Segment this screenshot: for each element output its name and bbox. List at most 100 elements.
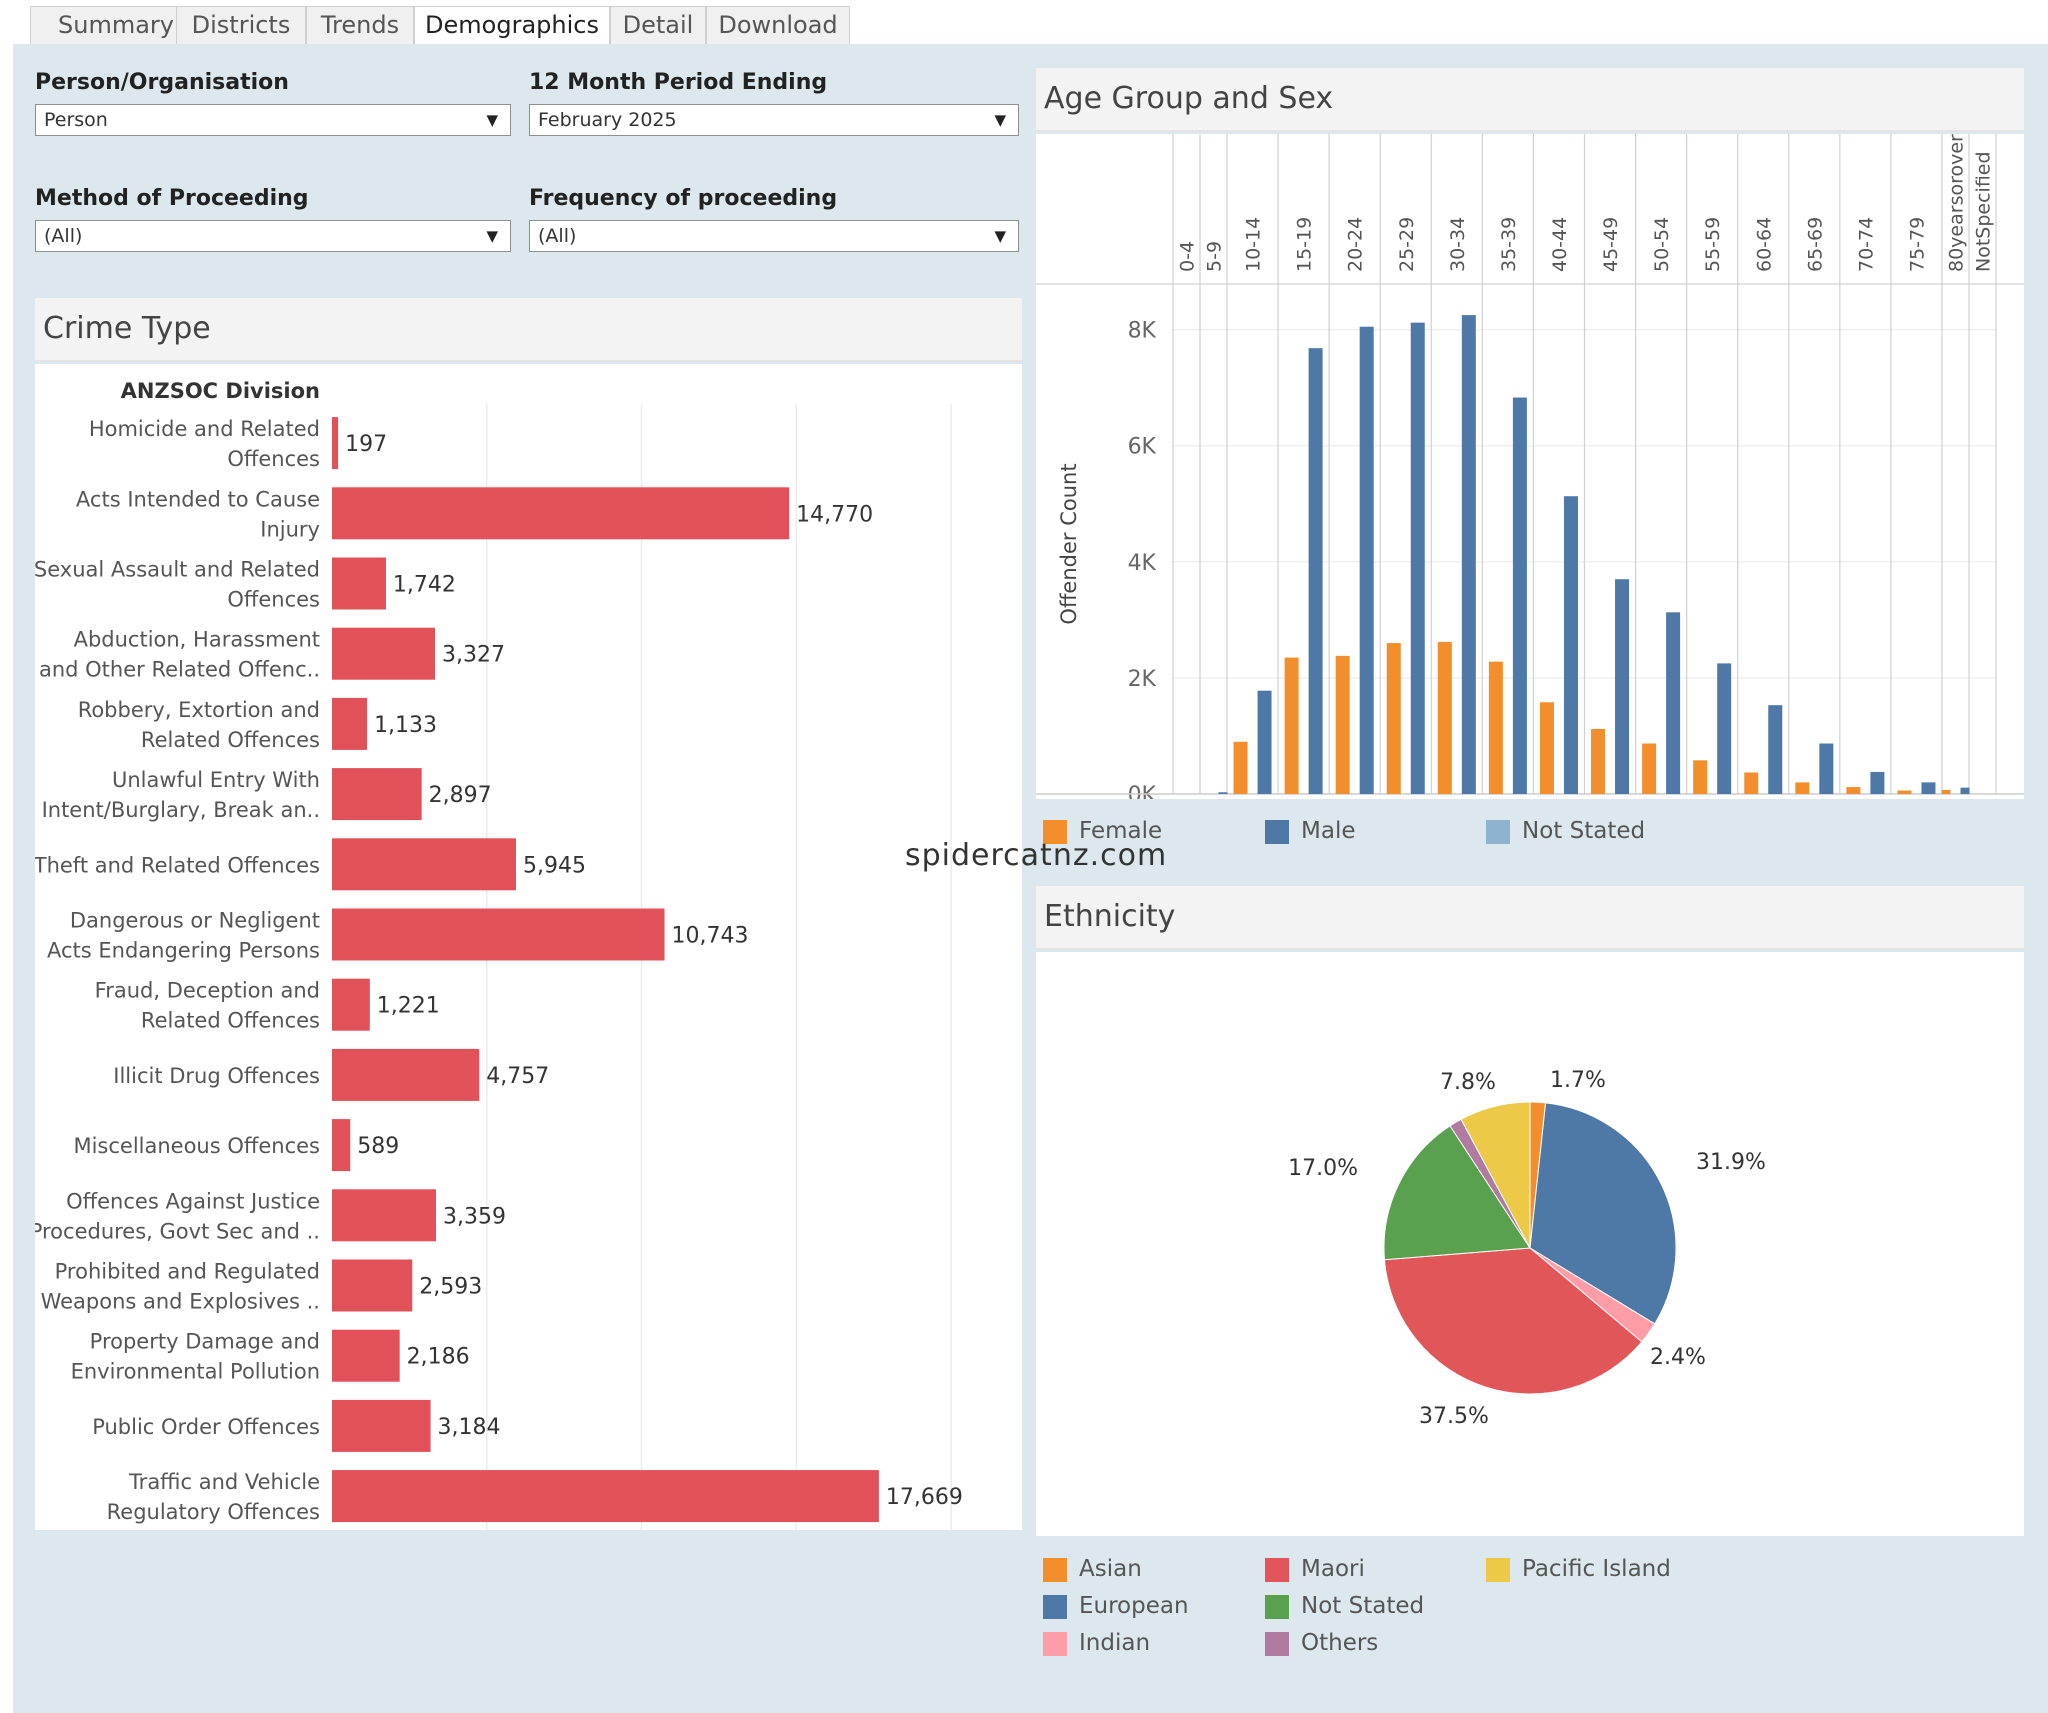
age-group-title: Age Group and Sex	[1036, 68, 2024, 132]
data-label: 1,221	[377, 994, 440, 1019]
data-label: 14,770	[796, 502, 873, 527]
data-label: 589	[357, 1134, 399, 1159]
y-tick-label: 8K	[1128, 319, 1157, 344]
legend-swatch	[1043, 820, 1067, 844]
age-category-label: 40-44	[1549, 217, 1571, 272]
category-label-line: Sexual Assault and Related	[35, 558, 320, 582]
bar-male	[1308, 348, 1323, 794]
tab-detail[interactable]: Detail	[610, 6, 706, 44]
data-label: 4,757	[486, 1064, 549, 1089]
person-org-value: Person	[44, 109, 108, 131]
category-label-line: Abduction, Harassment	[74, 628, 320, 652]
category-label-line: Dangerous or Negligent	[70, 909, 320, 933]
crime-type-chart: ANZSOC Division 197 Homicide and Related Of…	[30, 379, 963, 1530]
data-label: 3,327	[442, 643, 505, 668]
bar-male	[1410, 322, 1425, 794]
pie-slice	[1383, 1247, 1643, 1395]
category-label-line: and Other Related Offenc..	[39, 658, 320, 682]
category-label-line: Intent/Burglary, Break an..	[42, 798, 320, 822]
age-category-label: 70-74	[1855, 217, 1877, 272]
bar-female	[1284, 657, 1299, 794]
period-select[interactable]: February 2025 ▼	[529, 104, 1019, 136]
chevron-down-icon: ▼	[994, 111, 1006, 129]
method-select[interactable]: (All) ▼	[35, 220, 511, 252]
method-label: Method of Proceeding	[35, 186, 309, 211]
age-group-chart: 0K 2K 4K 6K 8K 0-4 5-9 10-14 15-19 20-24 25-29 30-3…	[1036, 134, 2024, 808]
bar	[332, 1329, 400, 1382]
category-label: Abduction, Harassment and Other Related O…	[39, 628, 320, 682]
method-value: (All)	[44, 225, 83, 247]
legend-label: Others	[1301, 1630, 1379, 1656]
bar	[332, 1470, 879, 1523]
person-org-select[interactable]: Person ▼	[35, 104, 511, 136]
tab-download[interactable]: Download	[706, 6, 850, 44]
age-category-label: 30-34	[1447, 217, 1469, 272]
tab-districts[interactable]: Districts	[176, 6, 306, 44]
slice-label: 7.8%	[1440, 1070, 1496, 1095]
category-label-line: Prohibited and Regulated	[55, 1260, 320, 1284]
slice-label: 17.0%	[1288, 1156, 1358, 1181]
crime-type-chart-area: ANZSOC Division 197 Homicide and Related Of…	[30, 364, 1022, 1530]
slice-label: 31.9%	[1696, 1150, 1766, 1175]
bar	[332, 1189, 436, 1242]
category-label: Unlawful Entry With Intent/Burglary, Brea…	[42, 768, 320, 822]
chevron-down-icon: ▼	[486, 111, 498, 129]
slice-label: 2.4%	[1650, 1345, 1706, 1370]
y-tick-label: 0K	[1128, 783, 1157, 799]
legend-label: Pacific Island	[1522, 1556, 1671, 1582]
bar	[332, 768, 422, 821]
frequency-select[interactable]: (All) ▼	[529, 220, 1019, 252]
period-value: February 2025	[538, 109, 677, 131]
bar-male	[1768, 705, 1783, 794]
frequency-label: Frequency of proceeding	[529, 186, 838, 211]
category-label-line: Acts Intended to Cause	[76, 487, 320, 511]
legend-label: Male	[1301, 818, 1356, 844]
category-label: Public Order Offences	[92, 1415, 320, 1439]
age-category-label: 0-4	[1177, 241, 1199, 272]
pie-slice	[1383, 1125, 1531, 1261]
age-category-label: 10-14	[1243, 217, 1265, 272]
age-group-chart-area: 0K 2K 4K 6K 8K 0-4 5-9 10-14 15-19 20-24 25-29 30-3…	[1036, 134, 2024, 808]
bar-female	[1539, 702, 1554, 794]
category-label-line: Offences	[227, 588, 320, 612]
age-category-label: 55-59	[1702, 217, 1724, 272]
legend-swatch	[1486, 820, 1510, 844]
bar-male	[1218, 792, 1228, 794]
category-label: Homicide and Related Offences	[89, 417, 320, 471]
category-label-line: Property Damage and	[90, 1330, 320, 1354]
legend-swatch	[1043, 1558, 1067, 1582]
age-category-label: 65-69	[1804, 217, 1826, 272]
bar	[332, 1259, 413, 1312]
bar-female	[1386, 643, 1401, 794]
category-label-line: Procedures, Govt Sec and ..	[35, 1219, 320, 1243]
bar-female	[1941, 789, 1951, 794]
tab-demographics[interactable]: Demographics	[414, 6, 610, 46]
category-label-line: Offences	[227, 447, 320, 471]
tab-trends[interactable]: Trends	[306, 6, 414, 44]
category-label-line: Related Offences	[141, 728, 320, 752]
y-axis-label: Offender Count	[1057, 463, 1081, 624]
category-label: Theft and Related Offences	[35, 853, 320, 877]
tab-summary[interactable]: Summary	[30, 6, 202, 44]
category-label-line: Traffic and Vehicle	[128, 1470, 320, 1494]
bar	[332, 697, 368, 750]
age-category-label: 20-24	[1345, 217, 1367, 272]
category-label: Property Damage and Environmental Polluti…	[71, 1330, 320, 1384]
column-header: ANZSOC Division	[121, 379, 320, 403]
category-label-line: Miscellaneous Offences	[73, 1134, 320, 1158]
bar-male	[1512, 397, 1527, 794]
legend-label: Maori	[1301, 1556, 1365, 1582]
legend-label: Asian	[1079, 1556, 1142, 1582]
category-label: Acts Intended to Cause Injury	[76, 487, 320, 541]
bar	[332, 978, 370, 1031]
tab-bar: Summary Districts Trends Demographics De…	[0, 0, 2048, 46]
crime-type-title: Crime Type	[35, 298, 1022, 362]
data-label: 1,133	[374, 713, 437, 738]
data-label: 2,593	[419, 1275, 482, 1300]
age-category-label: 80yearsorover	[1946, 134, 1968, 272]
data-label: 3,184	[438, 1415, 501, 1440]
bar	[332, 627, 435, 680]
y-tick-label: 4K	[1128, 551, 1157, 576]
pie-slice	[1460, 1101, 1531, 1249]
bar-male	[1666, 612, 1681, 794]
